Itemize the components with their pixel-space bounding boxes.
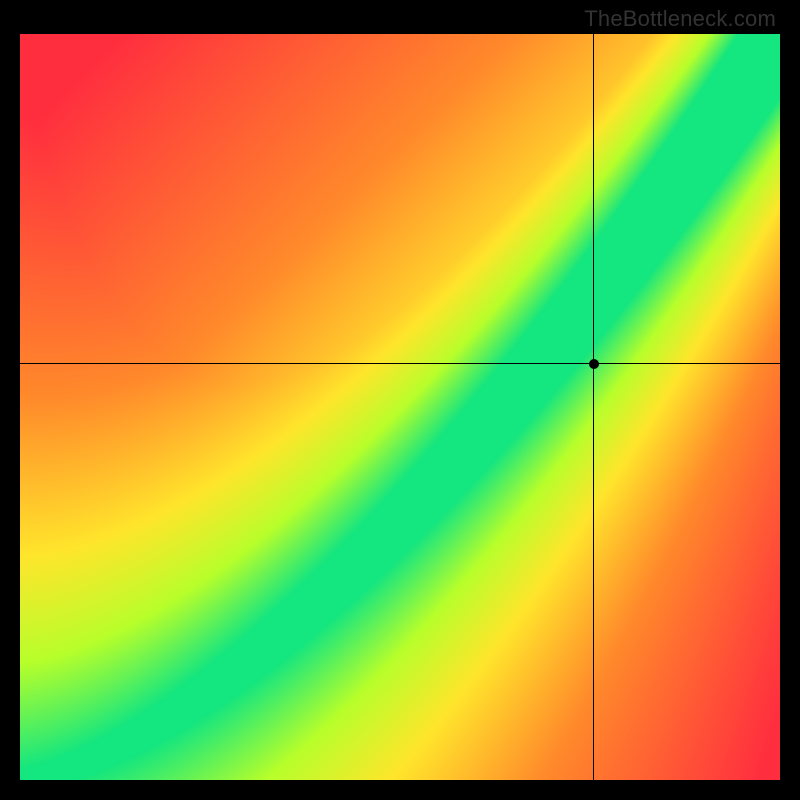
heatmap-canvas — [20, 34, 780, 780]
crosshair-vertical — [593, 34, 594, 780]
heatmap-plot — [20, 34, 780, 780]
crosshair-marker — [589, 359, 599, 369]
crosshair-horizontal — [20, 363, 780, 364]
source-watermark: TheBottleneck.com — [584, 6, 776, 32]
